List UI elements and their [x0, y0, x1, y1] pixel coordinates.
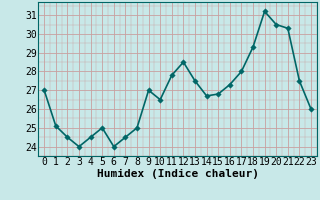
X-axis label: Humidex (Indice chaleur): Humidex (Indice chaleur)	[97, 169, 259, 179]
